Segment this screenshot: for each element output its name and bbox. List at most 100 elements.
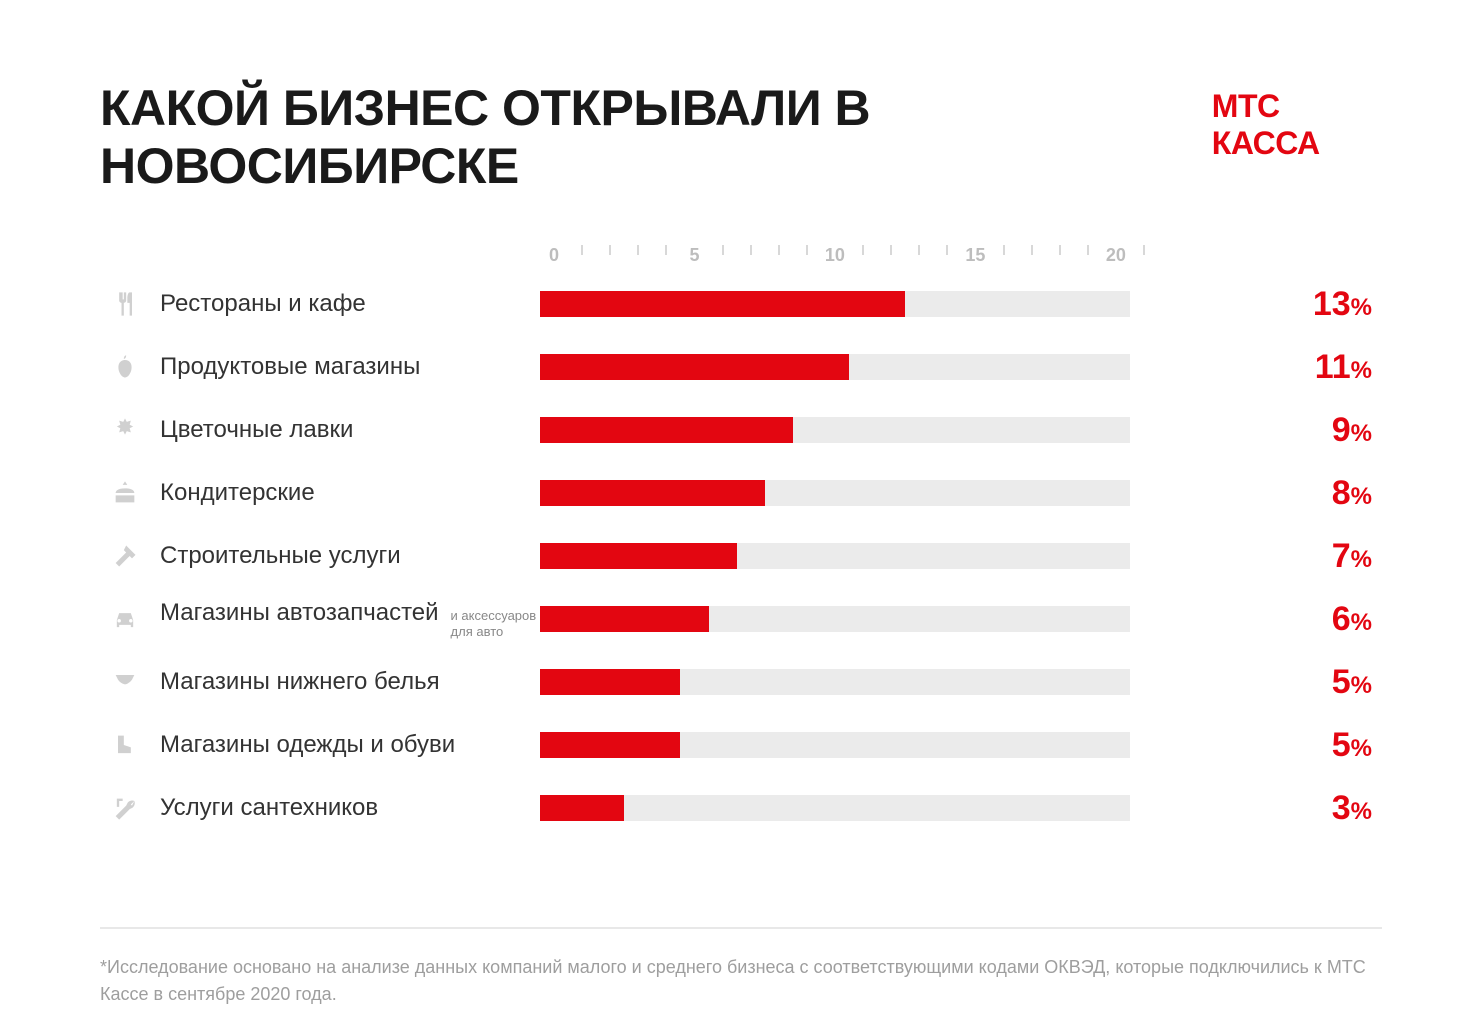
bar-track-container	[540, 417, 1130, 443]
bar-fill	[540, 543, 737, 569]
axis-tick-label: 15	[965, 245, 985, 266]
bar-track-container	[540, 354, 1130, 380]
bar-row: Магазины нижнего белья 5%	[100, 663, 1382, 701]
axis-minor-tick	[862, 245, 864, 255]
bar-fill	[540, 291, 905, 317]
bar-label-text: Магазины одежды и обуви	[160, 731, 455, 759]
bar-value-number: 13	[1313, 285, 1351, 323]
bar-value-number: 5	[1332, 663, 1351, 701]
footnote: *Исследование основано на анализе данных…	[100, 954, 1382, 1008]
bar-value-number: 3	[1332, 789, 1351, 827]
bar-value-number: 9	[1332, 411, 1351, 449]
bar-label-text: Продуктовые магазины	[160, 353, 420, 381]
bar-value: 3%	[1130, 789, 1382, 828]
axis-tick-label: 5	[689, 245, 699, 266]
bar-value: 11%	[1130, 348, 1382, 387]
bar-value: 5%	[1130, 726, 1382, 765]
apple-icon	[100, 353, 150, 381]
bar-fill	[540, 669, 680, 695]
bar-value-number: 7	[1332, 537, 1351, 575]
bar-row: Рестораны и кафе 13%	[100, 285, 1382, 323]
percent-sign: %	[1351, 672, 1372, 699]
page-title: КАКОЙ БИЗНЕС ОТКРЫВАЛИ В НОВОСИБИРСКЕ	[100, 80, 1212, 195]
bar-row: Услуги сантехников 3%	[100, 789, 1382, 827]
axis-tick-label: 20	[1106, 245, 1126, 266]
bar-track	[540, 669, 1130, 695]
brand-logo: МТС КАССА	[1212, 88, 1382, 162]
axis-minor-tick	[1003, 245, 1005, 255]
bar-value: 7%	[1130, 537, 1382, 576]
flower-icon	[100, 416, 150, 444]
chart: 05101520 Рестораны и кафе13%Продуктовые …	[100, 245, 1382, 827]
header: КАКОЙ БИЗНЕС ОТКРЫВАЛИ В НОВОСИБИРСКЕ МТ…	[100, 80, 1382, 195]
hammer-icon	[100, 542, 150, 570]
wrench-icon	[100, 794, 150, 822]
boot-icon	[100, 731, 150, 759]
bar-fill	[540, 732, 680, 758]
bar-row: Продуктовые магазины 11%	[100, 348, 1382, 386]
bar-row: Кондитерские 8%	[100, 474, 1382, 512]
bar-track	[540, 417, 1130, 443]
axis-minor-tick	[609, 245, 611, 255]
percent-sign: %	[1351, 735, 1372, 762]
bar-value: 13%	[1130, 285, 1382, 324]
bar-label: Магазины нижнего белья	[150, 668, 540, 696]
axis-minor-tick	[581, 245, 583, 255]
bar-label-text: Услуги сантехников	[160, 794, 378, 822]
bar-row: Цветочные лавки9%	[100, 411, 1382, 449]
bar-label: Услуги сантехников	[150, 794, 540, 822]
bar-label: Кондитерские	[150, 479, 540, 507]
cake-icon	[100, 479, 150, 507]
axis-minor-tick	[1059, 245, 1061, 255]
bar-track	[540, 354, 1130, 380]
axis-minor-tick	[890, 245, 892, 255]
bar-sublabel: и аксессуаровдля авто	[451, 608, 537, 639]
bar-value: 5%	[1130, 663, 1382, 702]
axis-minor-tick	[1143, 245, 1145, 255]
bar-label-text: Кондитерские	[160, 479, 315, 507]
bar-track	[540, 480, 1130, 506]
bar-label-text: Рестораны и кафе	[160, 290, 366, 318]
bar-value-number: 11	[1315, 348, 1351, 386]
percent-sign: %	[1351, 483, 1372, 510]
bar-track-container	[540, 795, 1130, 821]
bar-value: 6%	[1130, 600, 1382, 639]
bar-label-text: Магазины нижнего белья	[160, 668, 440, 696]
bar-track-container	[540, 669, 1130, 695]
axis-minor-tick	[637, 245, 639, 255]
percent-sign: %	[1351, 609, 1372, 636]
bar-fill	[540, 417, 793, 443]
axis-minor-tick	[946, 245, 948, 255]
axis-minor-tick	[750, 245, 752, 255]
bar-label-text: Строительные услуги	[160, 542, 401, 570]
bar-value-number: 8	[1332, 474, 1351, 512]
axis-minor-tick	[1031, 245, 1033, 255]
utensils-icon	[100, 290, 150, 318]
axis-minor-tick	[722, 245, 724, 255]
x-axis: 05101520	[554, 245, 1144, 265]
bar-row: Магазины автозапчастейи аксессуаровдля а…	[100, 600, 1382, 638]
lingerie-icon	[100, 668, 150, 696]
bar-track	[540, 543, 1130, 569]
bar-label: Магазины автозапчастейи аксессуаровдля а…	[150, 599, 540, 639]
bar-track-container	[540, 291, 1130, 317]
divider	[100, 927, 1382, 929]
axis-tick-label: 0	[549, 245, 559, 266]
bar-track	[540, 795, 1130, 821]
bar-track	[540, 291, 1130, 317]
bar-fill	[540, 795, 624, 821]
bar-row: Магазины одежды и обуви 5%	[100, 726, 1382, 764]
bar-rows: Рестораны и кафе 13% Продуктовые магазины 1…	[100, 285, 1382, 827]
bar-value-number: 5	[1332, 726, 1351, 764]
car-icon	[100, 605, 150, 633]
bar-fill	[540, 354, 849, 380]
bar-label: Магазины одежды и обуви	[150, 731, 540, 759]
bar-label: Рестораны и кафе	[150, 290, 540, 318]
bar-value: 9%	[1130, 411, 1382, 450]
percent-sign: %	[1351, 546, 1372, 573]
bar-row: Строительные услуги 7%	[100, 537, 1382, 575]
axis-container: 05101520	[554, 245, 1144, 265]
bar-fill	[540, 606, 709, 632]
bar-track	[540, 732, 1130, 758]
axis-minor-tick	[778, 245, 780, 255]
